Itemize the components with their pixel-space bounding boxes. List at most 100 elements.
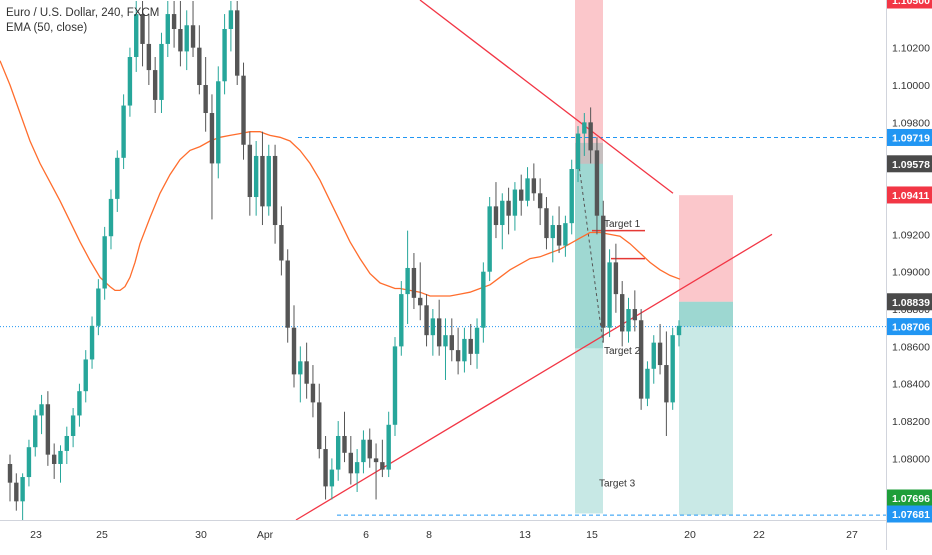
y-tick-label: 1.08000 <box>892 453 930 465</box>
descending-trendline <box>419 0 674 194</box>
candle-body <box>77 391 82 416</box>
candle-body <box>550 225 555 239</box>
candle-body <box>266 155 271 207</box>
candle-body <box>462 338 467 362</box>
candle-body <box>335 435 341 470</box>
candle-body <box>399 294 404 347</box>
candle-body <box>304 361 309 384</box>
candle-body <box>619 294 625 332</box>
x-tick-label: 25 <box>96 529 108 541</box>
indicator-title: EMA (50, close) <box>6 22 88 34</box>
chart-legend: Euro / U.S. Dollar, 240, FXCM EMA (50, c… <box>6 6 159 36</box>
price-label-text: 1.09411 <box>892 190 930 202</box>
candle-body <box>241 75 246 145</box>
candle-body <box>121 105 126 158</box>
candle-body <box>373 458 379 463</box>
candle-body <box>380 462 385 470</box>
candle-body <box>310 383 316 403</box>
candle-body <box>418 297 423 306</box>
candle-body <box>272 155 278 226</box>
candle-body <box>39 404 44 416</box>
candle-body <box>197 47 202 86</box>
candle-body <box>626 309 631 332</box>
candle-body <box>178 29 183 52</box>
candle-body <box>519 189 524 201</box>
candle-body <box>657 342 663 366</box>
candle-body <box>127 57 133 106</box>
candles <box>7 1 682 520</box>
candle-body <box>298 361 303 375</box>
candle-body <box>14 482 19 502</box>
price-label-text: 1.09578 <box>892 159 930 171</box>
candle-body <box>247 144 253 198</box>
candle-body <box>291 327 297 375</box>
candle-body <box>348 452 354 474</box>
horizontal-levels <box>0 136 886 516</box>
x-tick-label: 20 <box>684 529 696 541</box>
candle-body <box>279 225 284 261</box>
candle-body <box>455 350 461 362</box>
candle-body <box>89 325 95 360</box>
candle-body <box>354 462 360 474</box>
candle-body <box>260 155 265 207</box>
x-tick-label: 23 <box>30 529 42 541</box>
candle-body <box>531 178 537 194</box>
price-label-badge <box>887 0 932 9</box>
candle-body <box>152 70 158 100</box>
long-filled-zone <box>679 301 733 327</box>
candle-body <box>392 346 398 425</box>
candle-body <box>83 359 88 392</box>
candle-body <box>102 236 107 289</box>
price-axis-bg <box>886 0 932 550</box>
candle-body <box>563 223 568 246</box>
candle-body <box>487 206 492 272</box>
candle-body <box>51 454 57 464</box>
candle-body <box>506 200 511 216</box>
target2-label: Target 2 <box>604 346 641 357</box>
candle-body <box>525 178 530 201</box>
price-label-text: 1.08839 <box>892 297 930 309</box>
price-label-badge <box>887 505 932 523</box>
candle-body <box>594 150 600 216</box>
candle-body <box>222 29 227 82</box>
y-tick-label: 1.09200 <box>892 229 930 241</box>
x-tick-label: 6 <box>363 529 369 541</box>
time-axis: 23 25 30 Apr 6 8 13 15 20 22 27 <box>0 520 886 541</box>
x-tick-label: 8 <box>426 529 432 541</box>
x-tick-label: 22 <box>753 529 765 541</box>
candle-body <box>607 262 612 328</box>
price-axis: 1.102001.100001.098001.096001.094001.092… <box>886 0 932 550</box>
candle-body <box>190 25 196 48</box>
candle-body <box>45 404 51 455</box>
long-target-zone <box>679 326 733 516</box>
candle-body <box>253 155 259 198</box>
candle-body <box>367 439 372 459</box>
candle-body <box>405 267 410 295</box>
candle-body <box>645 368 650 399</box>
y-tick-label: 1.09800 <box>892 117 930 129</box>
candle-body <box>474 327 480 354</box>
price-label-badge <box>887 128 932 146</box>
price-label-badge <box>887 186 932 204</box>
ema-series <box>0 60 681 297</box>
candle-body <box>537 193 543 209</box>
x-tick-label: 30 <box>195 529 207 541</box>
candle-body <box>216 81 221 164</box>
candle-body <box>235 10 240 76</box>
candle-body <box>329 469 335 487</box>
y-tick-label: 1.10000 <box>892 80 930 92</box>
x-tick-label: 27 <box>846 529 858 541</box>
candle-body <box>228 10 234 30</box>
candle-body <box>386 424 391 470</box>
price-label-text: 1.07681 <box>892 509 930 521</box>
y-tick-label: 1.10200 <box>892 43 930 55</box>
candle-body <box>500 200 505 226</box>
trendlines <box>295 0 773 521</box>
candle-body <box>184 25 189 52</box>
candle-body <box>664 365 669 403</box>
candle-body <box>638 320 644 399</box>
price-label-text: 1.07696 <box>892 493 930 505</box>
candle-body <box>7 463 13 483</box>
